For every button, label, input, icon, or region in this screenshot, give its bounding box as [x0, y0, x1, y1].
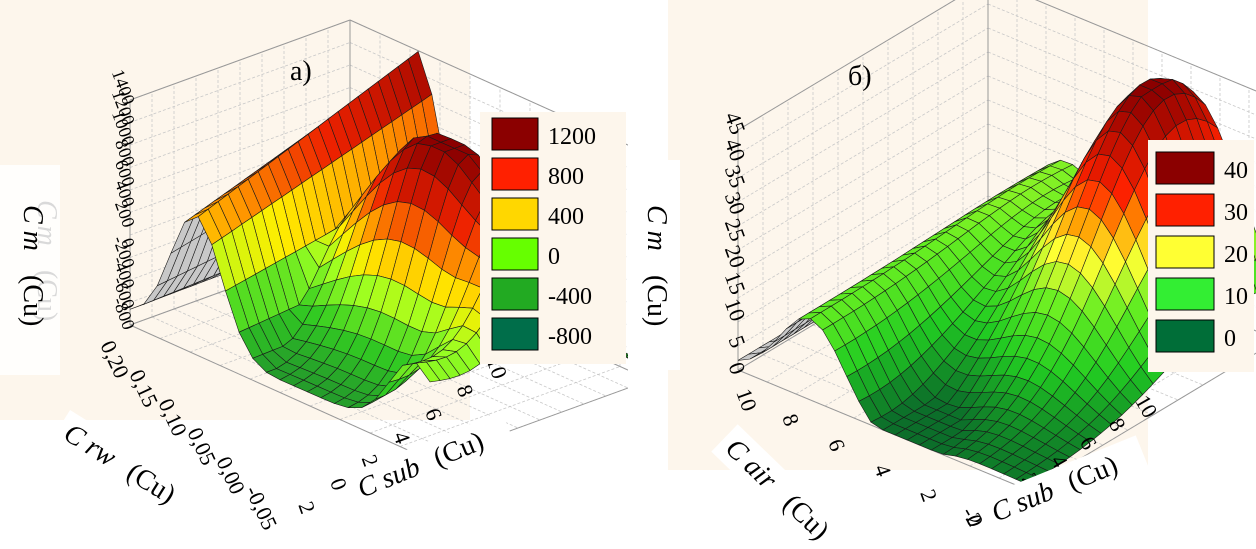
legend-label: -400	[548, 284, 592, 310]
legend-label: 40	[1224, 158, 1248, 184]
z-axis-label-unit-text: (Cu)	[17, 275, 48, 326]
legend-swatch	[492, 278, 538, 310]
legend-swatch	[492, 158, 538, 190]
legend-swatch	[1156, 194, 1214, 226]
legend-label: 400	[548, 204, 584, 230]
legend: 1200 800 400 0 -400 -800	[480, 112, 626, 364]
legend-swatch	[492, 318, 538, 350]
z-axis-label-italic: C m	[641, 205, 672, 251]
z-label-bg	[628, 160, 680, 370]
legend-swatch	[492, 118, 538, 150]
legend-label: 0	[1224, 326, 1236, 352]
legend-label: 20	[1224, 242, 1248, 268]
legend-label: -800	[548, 324, 592, 350]
legend-swatch	[1156, 320, 1214, 352]
panel-label: б)	[848, 61, 872, 92]
z-axis-label-italic-text: C m	[17, 205, 48, 251]
legend-label: 10	[1224, 284, 1248, 310]
legend-swatch	[492, 238, 538, 270]
legend-label: 30	[1224, 200, 1248, 226]
legend-label: 1200	[548, 124, 596, 150]
legend-swatch	[1156, 152, 1214, 184]
legend-swatch	[1156, 236, 1214, 268]
legend-swatch	[492, 198, 538, 230]
z-label-bg	[0, 165, 60, 375]
surface-chart-a: 1400120010008006004002000-200-400-600-80…	[0, 0, 628, 544]
panel-label: а)	[290, 56, 312, 87]
legend: 40 30 20 10 0	[1148, 140, 1254, 372]
legend-label: 0	[548, 244, 560, 270]
legend-label: 800	[548, 164, 584, 190]
legend-swatch	[1156, 278, 1214, 310]
z-axis-label-unit: (Cu)	[641, 275, 672, 326]
